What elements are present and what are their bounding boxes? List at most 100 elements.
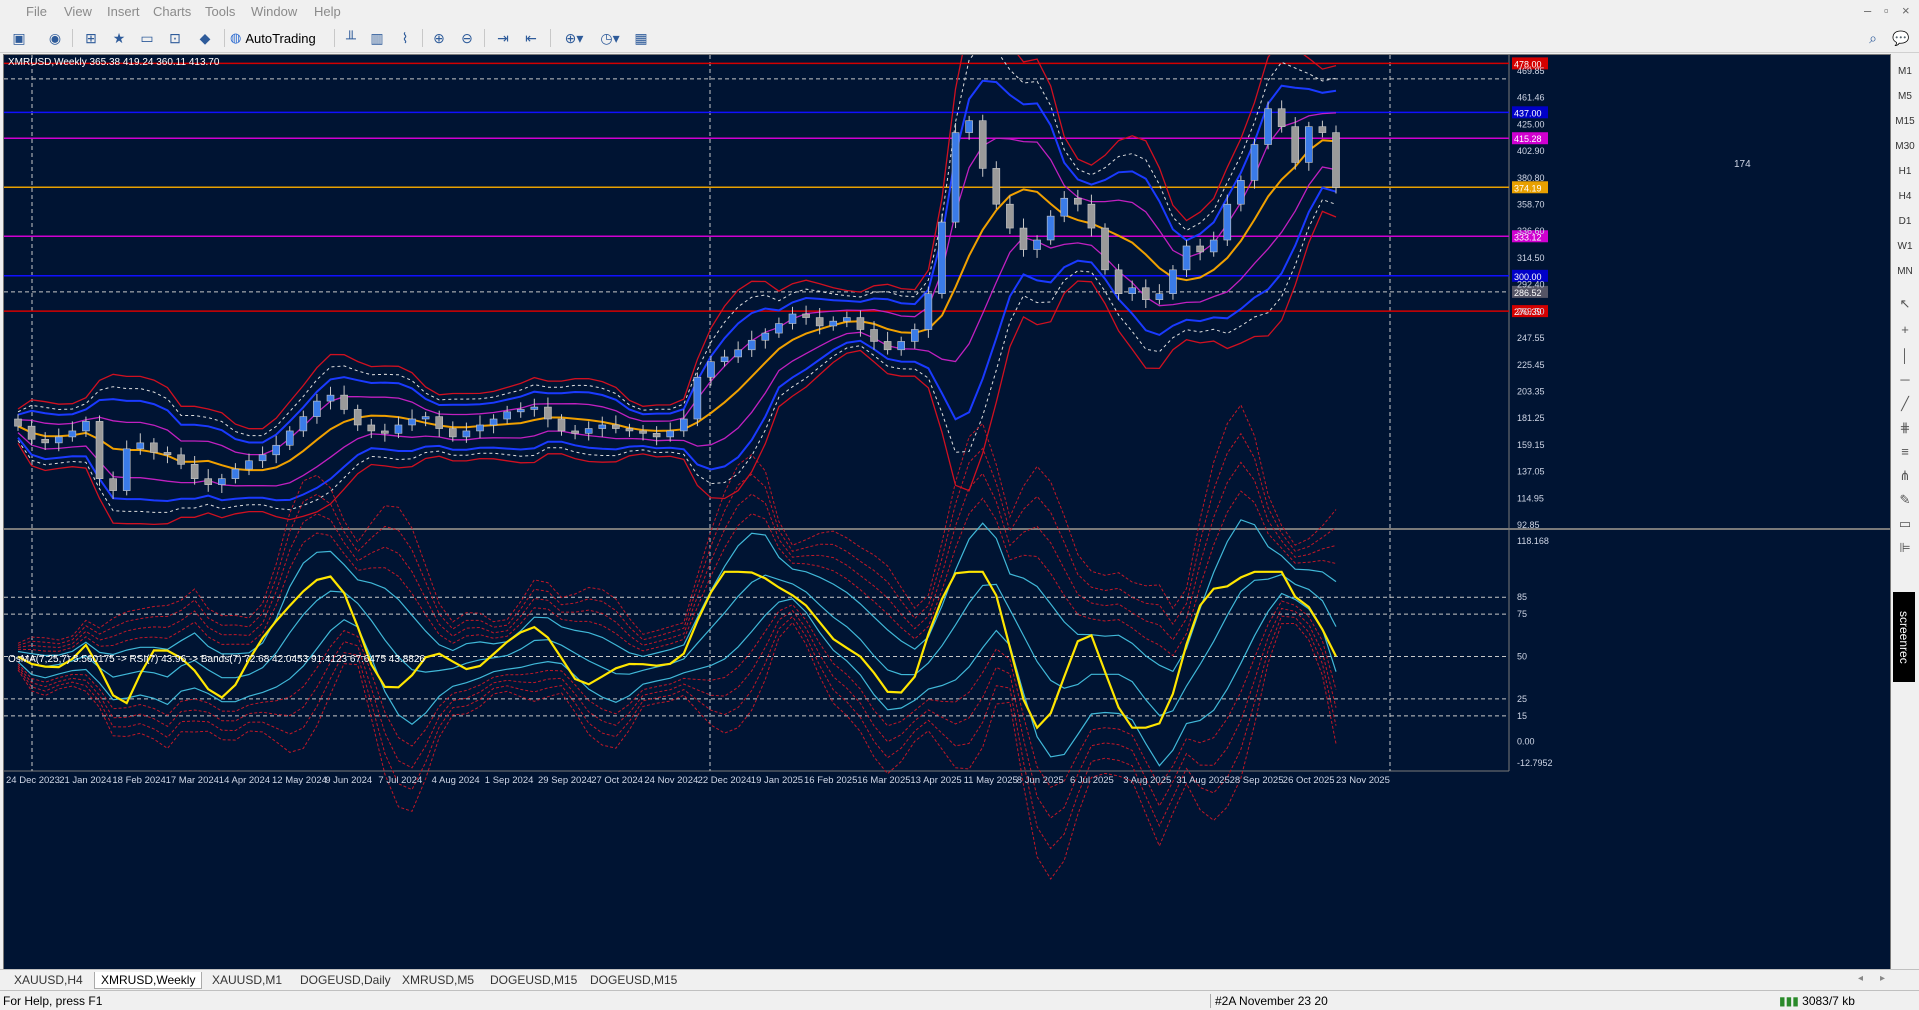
pitchfork-icon[interactable]: ⋔ [1899, 468, 1911, 483]
strategy-tester-icon[interactable]: ⊡ [169, 29, 181, 46]
chart-header: XMRUSD,Weekly 365.38 419.24 360.11 413.7… [8, 57, 220, 68]
screenrec-badge: screenrec [1893, 592, 1915, 682]
shapes-icon[interactable]: ✎ [1899, 492, 1911, 507]
price-tick: 314.50 [1517, 253, 1545, 263]
tf-m15[interactable]: M15 [1895, 116, 1915, 127]
tf-m1[interactable]: M1 [1898, 66, 1912, 77]
crosshair-icon[interactable]: + [1901, 322, 1909, 337]
price-badge-text: 478.00 [1514, 59, 1542, 69]
zoom-in-icon[interactable]: ⊕ [433, 29, 445, 46]
candle-body [938, 221, 946, 295]
trendline-icon[interactable]: ╱ [1901, 396, 1909, 411]
fibonacci-icon[interactable]: ⋕ [1899, 420, 1911, 435]
candle-body [666, 430, 675, 438]
horizontal-line-icon[interactable]: ─ [1900, 372, 1910, 387]
band-outer-upper [17, 55, 1337, 430]
band-blue-lower [17, 186, 1337, 503]
time-tick: 16 Feb 2025 [804, 775, 857, 786]
osc-tick: 85 [1517, 592, 1527, 602]
candle-body [54, 436, 63, 444]
templates-icon[interactable]: ▦ [634, 29, 648, 46]
tab-xauusd-m1[interactable]: XAUUSD,M1 [212, 973, 283, 987]
tab-xmrusd-weekly[interactable]: XMRUSD,Weekly [94, 972, 203, 989]
menu-insert[interactable]: Insert [107, 4, 140, 19]
bar-chart-icon[interactable]: ╨ [346, 30, 356, 46]
candle-body [544, 406, 552, 420]
indicators-icon[interactable]: ⊕▾ [564, 29, 584, 46]
zoom-out-icon[interactable]: ⊖ [461, 29, 473, 46]
candle-body [313, 400, 321, 417]
candle-body [978, 120, 987, 169]
tf-m5[interactable]: M5 [1898, 91, 1912, 102]
chart-window[interactable]: 478.00 437.00 415.28 374.19 333.12 300.00 286.… [3, 54, 1891, 977]
terminal-icon[interactable]: ▭ [140, 29, 154, 46]
price-badge-text: 300.00 [1514, 272, 1542, 282]
candlestick-icon[interactable]: ▥ [370, 29, 384, 46]
market-watch-icon[interactable]: ⊞ [85, 29, 97, 46]
text-tool-icon[interactable]: ▭ [1898, 516, 1912, 531]
periods-icon[interactable]: ◷▾ [600, 29, 620, 46]
tf-h4[interactable]: H4 [1898, 191, 1912, 202]
channel-icon[interactable]: ≡ [1901, 444, 1909, 459]
price-tick: 380.80 [1517, 173, 1545, 183]
tab-scroll-left-icon[interactable]: ◂ [1858, 973, 1864, 984]
candle-body [1318, 126, 1327, 133]
menu-help[interactable]: Help [314, 4, 341, 19]
menu-charts[interactable]: Charts [153, 4, 192, 19]
chart-shift-icon[interactable]: ⇤ [525, 29, 537, 46]
autoscroll-icon[interactable]: ⇥ [497, 29, 509, 46]
tab-dogeusd-m15-2[interactable]: DOGEUSD,M15 [590, 973, 678, 987]
price-badge-text: 270.39 [1514, 307, 1542, 317]
menu-file[interactable]: File [26, 4, 47, 19]
options-icon[interactable]: ◆ [199, 29, 211, 46]
tab-xauusd-h4[interactable]: XAUUSD,H4 [14, 973, 83, 987]
candle-body [870, 329, 878, 342]
candle-body [598, 424, 607, 429]
candle-body [231, 468, 240, 479]
candle-body [1169, 269, 1177, 295]
tab-dogeusd-daily[interactable]: DOGEUSD,Daily [300, 973, 391, 987]
tf-mn[interactable]: MN [1897, 266, 1913, 277]
candle-body [435, 416, 444, 429]
chat-icon[interactable]: 💬 [1892, 29, 1910, 46]
tf-m30[interactable]: M30 [1895, 141, 1915, 152]
time-tick: 3 Aug 2025 [1123, 775, 1171, 786]
indicator-header: OsMA(7,25,7) 5.560175 -> RSI(7) 43.96 ->… [8, 654, 425, 665]
candle-body [1182, 245, 1191, 271]
vertical-line-icon[interactable]: │ [1900, 348, 1910, 363]
profiles-icon[interactable]: ◉ [48, 29, 62, 46]
close-icon[interactable]: × [1902, 3, 1910, 18]
candle-body [476, 424, 484, 432]
line-chart-icon[interactable]: ⌇ [401, 29, 409, 46]
tab-scroll-right-icon[interactable]: ▸ [1880, 973, 1886, 984]
tf-h1[interactable]: H1 [1898, 166, 1912, 177]
minimize-icon[interactable]: – [1864, 3, 1872, 18]
autotrading-button[interactable]: ◍ AutoTrading [230, 27, 326, 49]
search-icon[interactable]: ⌕ [1869, 29, 1877, 46]
tab-dogeusd-m15[interactable]: DOGEUSD,M15 [490, 973, 578, 987]
tf-w1[interactable]: W1 [1897, 241, 1913, 252]
candle-body [95, 421, 104, 479]
price-tick: 336.60 [1517, 226, 1545, 236]
osc-tick: 25 [1517, 694, 1527, 704]
osc-cyan-0 [17, 519, 1337, 673]
menu-tools[interactable]: Tools [205, 4, 236, 19]
menu-window[interactable]: Window [251, 4, 298, 19]
candle-body [924, 293, 933, 330]
candle-body [421, 416, 430, 420]
new-chart-icon[interactable]: ▣ [12, 29, 26, 46]
price-badge-text: 333.12 [1514, 232, 1542, 242]
osc-tick: 0.00 [1517, 736, 1535, 746]
candle-body [14, 418, 22, 427]
price-tick: 247.55 [1517, 333, 1545, 343]
restore-icon[interactable]: ▫ [1884, 3, 1889, 18]
candle-body [1237, 180, 1245, 205]
candle-body [408, 418, 416, 426]
tf-d1[interactable]: D1 [1898, 216, 1912, 227]
cursor-icon[interactable]: ↖ [1899, 296, 1911, 311]
tab-xmrusd-m5[interactable]: XMRUSD,M5 [402, 973, 475, 987]
arrows-tool-icon[interactable]: ⊫ [1899, 540, 1911, 555]
menu-view[interactable]: View [64, 4, 92, 19]
navigator-icon[interactable]: ★ [112, 29, 126, 46]
osc-tick: 118.168 [1517, 536, 1549, 546]
